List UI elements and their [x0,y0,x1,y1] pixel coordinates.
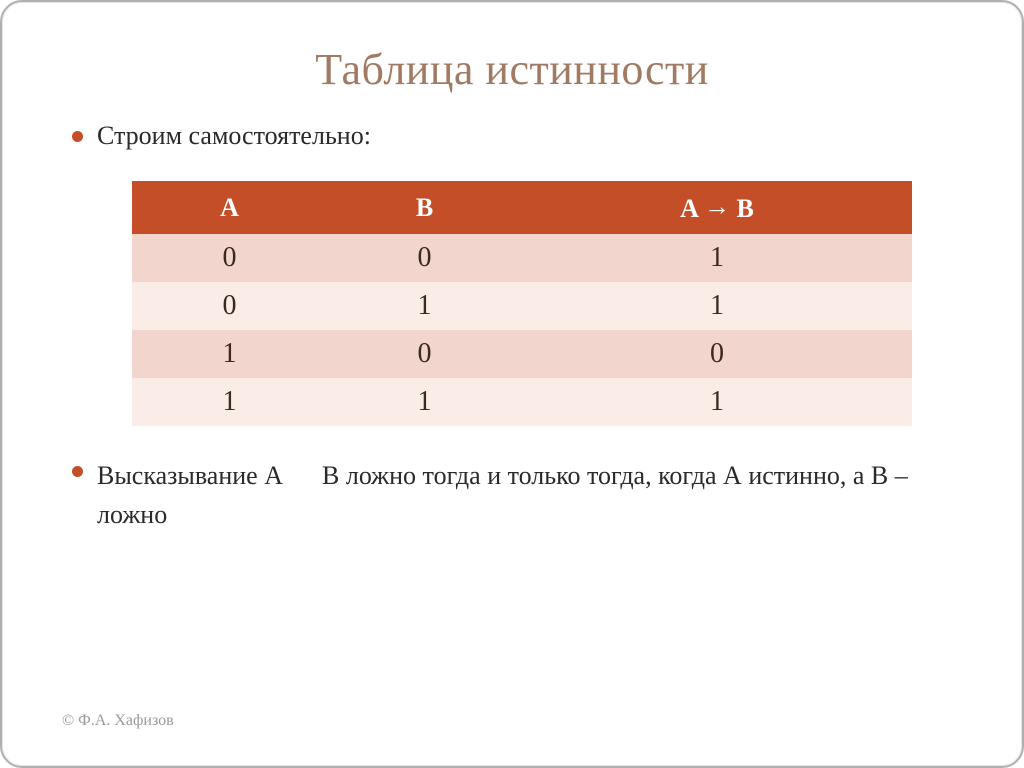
bullet-item-1: Строим самостоятельно: [72,121,962,151]
slide-title: Таблица истинности [62,44,962,95]
table-row: 1 0 0 [132,330,912,378]
header-result: A → B [522,181,912,234]
table-row: 0 1 1 [132,282,912,330]
arrow-icon: → [704,191,730,221]
bullet-icon [72,131,83,142]
header-b: В [327,181,522,234]
bullet-text-2: Высказывание А В ложно тогда и только то… [97,456,962,534]
truth-table: А В A → B 0 0 1 0 1 1 [132,181,912,426]
bullet-item-2: Высказывание А В ложно тогда и только то… [72,456,962,534]
table-row: 0 0 1 [132,234,912,282]
slide-frame: Таблица истинности Строим самостоятельно… [0,0,1024,768]
bullet-text-1: Строим самостоятельно: [97,121,371,151]
table-row: 1 1 1 [132,378,912,426]
truth-table-container: А В A → B 0 0 1 0 1 1 [132,181,962,426]
table-body: 0 0 1 0 1 1 1 0 0 1 1 1 [132,234,912,426]
footer-credit: © Ф.А. Хафизов [62,712,174,730]
bullet-icon [72,466,83,477]
table-header-row: А В A → B [132,181,912,234]
header-a: А [132,181,327,234]
